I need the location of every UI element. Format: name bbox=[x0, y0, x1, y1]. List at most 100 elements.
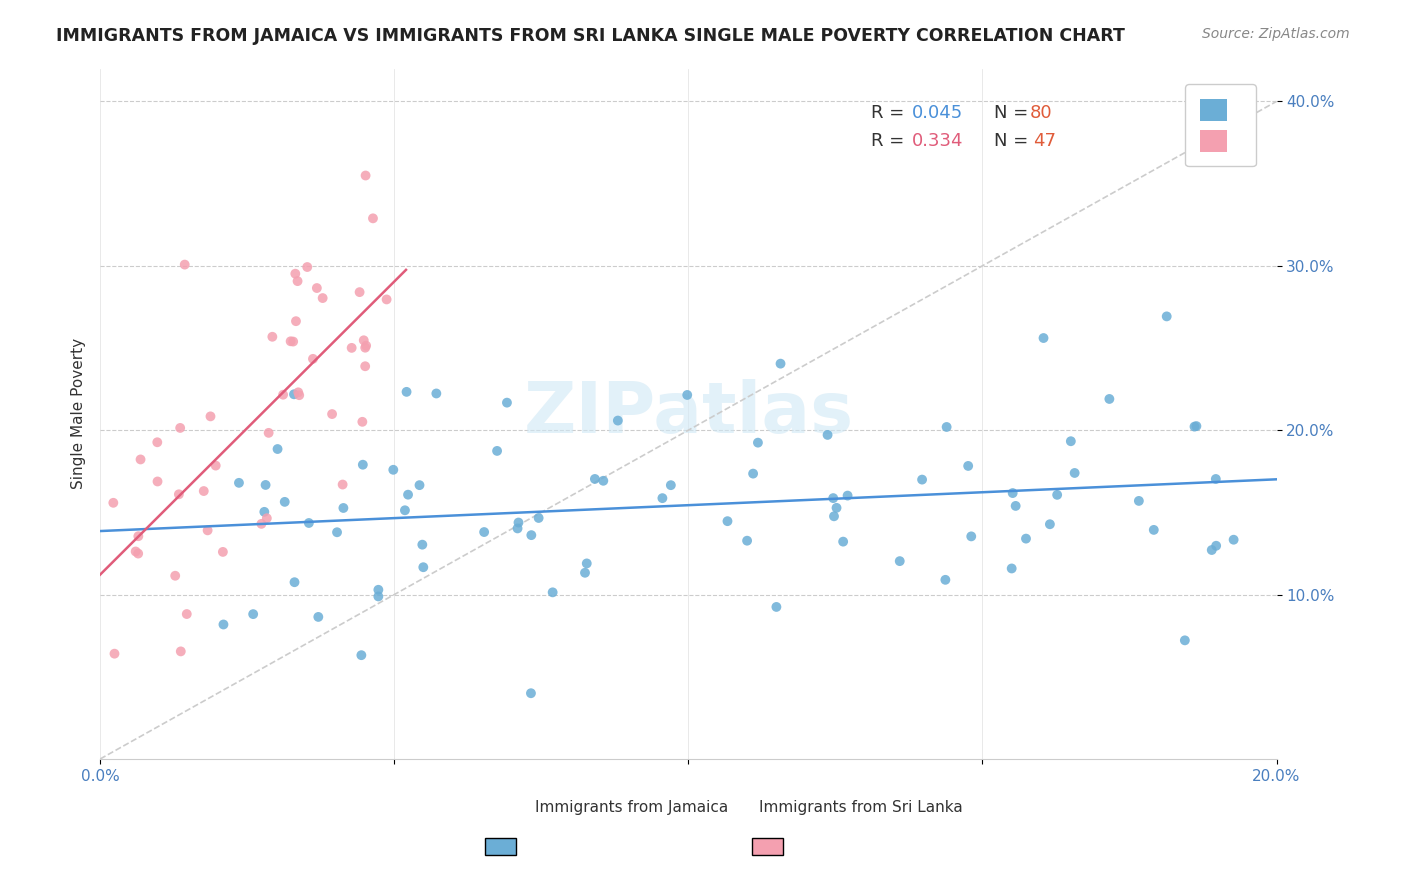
Text: 80: 80 bbox=[1029, 104, 1052, 122]
Point bbox=[302, 351, 325, 366]
Point bbox=[375, 293, 398, 307]
Point bbox=[298, 516, 321, 530]
Point bbox=[1001, 561, 1024, 575]
Point bbox=[287, 385, 309, 400]
Point bbox=[486, 444, 509, 458]
Point bbox=[520, 528, 543, 542]
Point bbox=[169, 421, 191, 435]
Point bbox=[165, 568, 187, 582]
Point bbox=[129, 452, 152, 467]
Point bbox=[103, 496, 125, 510]
Point bbox=[146, 475, 169, 489]
Point bbox=[1001, 486, 1024, 500]
Point bbox=[506, 521, 529, 535]
Point bbox=[825, 500, 848, 515]
Point bbox=[935, 420, 957, 434]
Point bbox=[167, 487, 190, 501]
Point bbox=[823, 509, 845, 524]
Point bbox=[1060, 434, 1083, 449]
Point bbox=[354, 338, 377, 352]
Point bbox=[1004, 499, 1026, 513]
Text: R =: R = bbox=[870, 132, 910, 150]
Point bbox=[395, 384, 418, 399]
Point bbox=[354, 359, 377, 374]
Point bbox=[212, 617, 235, 632]
Point bbox=[592, 474, 614, 488]
Point bbox=[735, 533, 758, 548]
Text: Immigrants from Jamaica: Immigrants from Jamaica bbox=[536, 800, 728, 814]
Point bbox=[1205, 539, 1227, 553]
Point bbox=[472, 524, 495, 539]
Point bbox=[394, 503, 416, 517]
Point bbox=[350, 648, 373, 663]
Point bbox=[326, 525, 349, 540]
Point bbox=[354, 169, 377, 183]
Text: N =: N = bbox=[994, 132, 1035, 150]
Y-axis label: Single Male Poverty: Single Male Poverty bbox=[72, 338, 86, 490]
Text: N =: N = bbox=[994, 104, 1035, 122]
Point bbox=[127, 547, 149, 561]
Point bbox=[747, 435, 769, 450]
Point bbox=[742, 467, 765, 481]
Legend: , : , bbox=[1185, 85, 1256, 167]
Point bbox=[823, 491, 845, 505]
Point bbox=[332, 500, 354, 515]
Point bbox=[280, 334, 302, 349]
Point bbox=[817, 428, 839, 442]
Point bbox=[1174, 633, 1197, 648]
Text: 0.045: 0.045 bbox=[912, 104, 963, 122]
Point bbox=[173, 258, 195, 272]
Point bbox=[257, 425, 280, 440]
Point bbox=[288, 388, 311, 402]
Point bbox=[321, 407, 343, 421]
Point bbox=[541, 585, 564, 599]
Point bbox=[271, 387, 294, 401]
Point bbox=[354, 341, 377, 355]
Point bbox=[287, 274, 309, 288]
Text: R =: R = bbox=[870, 104, 910, 122]
Point bbox=[254, 478, 277, 492]
Point bbox=[382, 463, 405, 477]
Point bbox=[412, 560, 434, 574]
Point bbox=[124, 544, 146, 558]
Point bbox=[352, 415, 374, 429]
Point bbox=[266, 442, 288, 456]
Point bbox=[411, 538, 433, 552]
Point bbox=[606, 413, 628, 427]
Point bbox=[1032, 331, 1054, 345]
Point bbox=[361, 211, 384, 226]
Point bbox=[340, 341, 363, 355]
Point bbox=[583, 472, 606, 486]
Text: 0.334: 0.334 bbox=[912, 132, 963, 150]
Point bbox=[396, 488, 419, 502]
Text: Source: ZipAtlas.com: Source: ZipAtlas.com bbox=[1202, 27, 1350, 41]
Point bbox=[1063, 466, 1085, 480]
Point bbox=[837, 489, 859, 503]
Point bbox=[527, 511, 550, 525]
Point bbox=[1046, 488, 1069, 502]
Point bbox=[146, 435, 169, 450]
Point bbox=[353, 333, 375, 347]
Point bbox=[676, 388, 699, 402]
Point bbox=[1201, 543, 1223, 558]
Point bbox=[349, 285, 371, 299]
Point bbox=[659, 478, 682, 492]
Point bbox=[425, 386, 447, 401]
Point bbox=[1184, 419, 1206, 434]
Point bbox=[307, 610, 329, 624]
Point bbox=[332, 477, 354, 491]
Point bbox=[508, 516, 530, 530]
Point bbox=[103, 647, 125, 661]
Point bbox=[367, 590, 389, 604]
Point bbox=[283, 575, 305, 590]
Point bbox=[256, 511, 278, 525]
Point bbox=[765, 599, 787, 614]
Point bbox=[408, 478, 430, 492]
Point bbox=[284, 267, 307, 281]
Point bbox=[716, 514, 738, 528]
Point bbox=[212, 545, 235, 559]
Point bbox=[1098, 392, 1121, 406]
Point bbox=[352, 458, 374, 472]
Point bbox=[285, 314, 308, 328]
Point bbox=[200, 409, 222, 424]
